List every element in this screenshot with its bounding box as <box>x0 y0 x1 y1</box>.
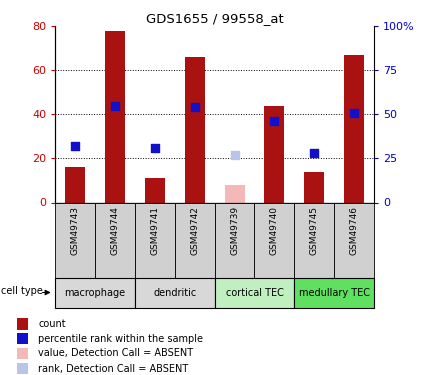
Text: GSM49745: GSM49745 <box>310 206 319 255</box>
Bar <box>145 178 165 203</box>
Title: GDS1655 / 99558_at: GDS1655 / 99558_at <box>146 12 283 25</box>
Text: GSM49746: GSM49746 <box>350 206 359 255</box>
Text: GSM49741: GSM49741 <box>150 206 159 255</box>
Text: GSM49742: GSM49742 <box>190 206 199 255</box>
Bar <box>304 172 324 202</box>
Bar <box>294 278 374 308</box>
Bar <box>17 333 28 344</box>
Text: cell type: cell type <box>1 286 43 296</box>
Text: GSM49743: GSM49743 <box>71 206 79 255</box>
Bar <box>175 202 215 278</box>
Bar <box>294 202 334 278</box>
Bar <box>255 202 294 278</box>
Text: cortical TEC: cortical TEC <box>226 288 283 297</box>
Text: macrophage: macrophage <box>65 288 126 297</box>
Bar <box>95 202 135 278</box>
Text: GSM49739: GSM49739 <box>230 206 239 255</box>
Bar <box>105 31 125 202</box>
Bar <box>17 318 28 330</box>
Text: value, Detection Call = ABSENT: value, Detection Call = ABSENT <box>38 348 193 358</box>
Point <box>271 118 278 124</box>
Bar <box>65 167 85 202</box>
Point <box>311 150 317 156</box>
Text: GSM49744: GSM49744 <box>110 206 119 255</box>
Bar <box>135 278 215 308</box>
Point <box>151 145 158 151</box>
Bar <box>264 106 284 202</box>
Text: rank, Detection Call = ABSENT: rank, Detection Call = ABSENT <box>38 364 189 374</box>
Point <box>72 143 79 149</box>
Point <box>231 152 238 158</box>
Bar <box>135 202 175 278</box>
Text: GSM49740: GSM49740 <box>270 206 279 255</box>
Bar <box>185 57 205 202</box>
Bar <box>224 185 244 202</box>
Bar <box>55 278 135 308</box>
Text: percentile rank within the sample: percentile rank within the sample <box>38 334 203 344</box>
Bar <box>344 55 364 202</box>
Text: dendritic: dendritic <box>153 288 196 297</box>
Point <box>351 110 357 116</box>
Bar <box>334 202 374 278</box>
Text: medullary TEC: medullary TEC <box>299 288 370 297</box>
Bar <box>215 278 294 308</box>
Point <box>112 102 119 109</box>
Bar <box>17 348 28 359</box>
Bar <box>215 202 255 278</box>
Point <box>191 104 198 110</box>
Text: count: count <box>38 319 66 329</box>
Bar <box>55 202 95 278</box>
Bar <box>17 363 28 374</box>
